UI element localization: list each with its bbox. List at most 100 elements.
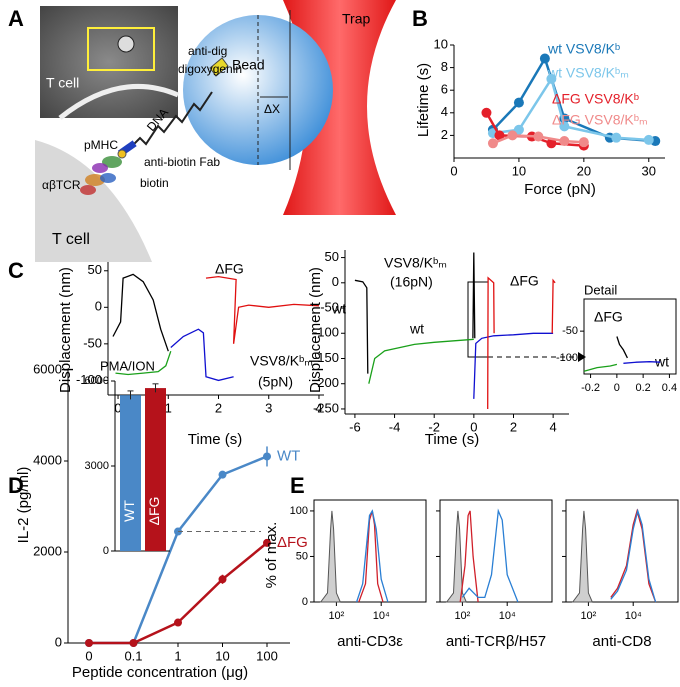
bar bbox=[120, 395, 141, 551]
x-tick-label: 4 bbox=[550, 419, 557, 434]
plot-frame bbox=[565, 499, 679, 603]
x-tick-label: 1 bbox=[165, 400, 172, 415]
x-tick-label: 0.2 bbox=[635, 382, 650, 394]
x-tick-label: 10² bbox=[454, 610, 470, 622]
annotation: VSV8/Kᵇₘ bbox=[250, 353, 313, 369]
y-tick-label: 6000 bbox=[33, 361, 62, 376]
y-tick-label: 50 bbox=[296, 550, 308, 562]
bead bbox=[183, 15, 333, 165]
plot-frame bbox=[439, 499, 553, 603]
y-axis-label: Lifetime (s) bbox=[415, 63, 432, 137]
x-tick-label: 0.4 bbox=[662, 382, 677, 394]
t-cell bbox=[35, 140, 152, 262]
x-tick-label: -6 bbox=[349, 419, 361, 434]
marker bbox=[129, 639, 138, 647]
marker bbox=[546, 73, 557, 84]
y-tick-label: 50 bbox=[325, 249, 339, 264]
y-tick-label: 2 bbox=[441, 127, 448, 142]
panel-label: B bbox=[412, 6, 428, 31]
label: pMHC bbox=[84, 138, 118, 152]
y-tick-label: -100 bbox=[556, 352, 578, 364]
y-tick-label: 2000 bbox=[33, 543, 62, 558]
line bbox=[551, 278, 556, 334]
marker bbox=[611, 132, 622, 143]
label: Bead bbox=[232, 57, 265, 73]
marker bbox=[559, 136, 570, 147]
line bbox=[461, 508, 519, 603]
label: digoxygenin bbox=[178, 62, 242, 76]
marker bbox=[559, 121, 570, 132]
x-tick-label: 2 bbox=[510, 419, 517, 434]
micrograph bbox=[40, 6, 178, 118]
y-tick-label: 10 bbox=[434, 36, 448, 51]
y-tick-label: -100 bbox=[76, 372, 102, 387]
line bbox=[89, 541, 268, 645]
x-tick-label: 0 bbox=[450, 163, 457, 178]
x-axis-label: anti-CD8 bbox=[592, 633, 651, 650]
line bbox=[354, 279, 369, 374]
x-tick-label: -4 bbox=[389, 419, 401, 434]
panel-label: D bbox=[8, 473, 24, 498]
series-label: WT bbox=[277, 447, 300, 464]
legend-label: ΔFG VSV8/Kᵇ bbox=[552, 91, 639, 107]
annotation: ΔFG bbox=[510, 273, 539, 289]
tcr bbox=[100, 173, 116, 183]
x-tick-label: 10⁴ bbox=[499, 610, 516, 622]
y-tick-label: 3000 bbox=[85, 460, 109, 472]
x-tick-label: 4 bbox=[315, 400, 322, 415]
x-axis-label: Time (s) bbox=[425, 431, 479, 448]
y-tick-label: 0 bbox=[95, 299, 102, 314]
marker bbox=[643, 134, 654, 145]
marker bbox=[481, 107, 492, 118]
line bbox=[368, 338, 474, 384]
arrow-head bbox=[578, 352, 586, 362]
line bbox=[623, 361, 661, 364]
chart-title: PMA/ION bbox=[100, 358, 155, 373]
y-tick-label: 0 bbox=[302, 596, 308, 608]
y-tick-label: -150 bbox=[313, 350, 339, 365]
plot-frame bbox=[313, 499, 427, 603]
y-tick-label: -100 bbox=[313, 325, 339, 340]
line bbox=[205, 275, 320, 344]
x-axis-label: Force (pN) bbox=[524, 181, 596, 198]
x-tick-label: 10⁴ bbox=[625, 610, 642, 622]
annotation: wt bbox=[331, 301, 346, 317]
biotin bbox=[117, 149, 127, 159]
x-tick-label: 0 bbox=[114, 400, 121, 415]
line bbox=[583, 363, 618, 372]
x-tick-label: 10 bbox=[215, 648, 229, 663]
x-tick-label: 10² bbox=[328, 610, 344, 622]
marker bbox=[218, 470, 227, 479]
marker bbox=[507, 130, 518, 141]
annotation: wt bbox=[654, 354, 669, 370]
bar-label: WT bbox=[121, 500, 137, 522]
x-tick-label: 2 bbox=[215, 400, 222, 415]
line bbox=[487, 276, 495, 410]
x-tick-label: 0 bbox=[85, 648, 92, 663]
annotation: (16pN) bbox=[390, 274, 433, 290]
x-axis-label: Peptide concentration (μg) bbox=[72, 664, 248, 681]
bar-label: ΔFG bbox=[146, 497, 162, 526]
tcr bbox=[85, 174, 105, 186]
x-tick-label: 10² bbox=[580, 610, 596, 622]
panel-label: C bbox=[8, 258, 24, 283]
y-axis-label: Displacement (nm) bbox=[307, 267, 324, 393]
label: ΔX bbox=[264, 102, 280, 116]
y-tick-label: 0 bbox=[55, 634, 62, 649]
y-tick-label: 50 bbox=[88, 262, 102, 277]
label: Trap bbox=[342, 11, 370, 27]
marker bbox=[263, 538, 271, 547]
line bbox=[616, 336, 628, 359]
zoom-box bbox=[87, 27, 155, 71]
marker bbox=[174, 618, 182, 627]
cell-edge bbox=[58, 83, 179, 120]
y-tick-label: 6000 bbox=[85, 375, 109, 387]
x-tick-label: 0 bbox=[470, 419, 477, 434]
bead-photo bbox=[117, 35, 135, 53]
diagram: T cell anti-dig digoxygenin DNA Bead Tra… bbox=[35, 0, 396, 262]
legend-label: ΔFG VSV8/Kᵇₘ bbox=[552, 112, 648, 128]
tcr bbox=[80, 185, 96, 195]
x-tick-label: 0.1 bbox=[124, 648, 142, 663]
line bbox=[472, 252, 476, 339]
